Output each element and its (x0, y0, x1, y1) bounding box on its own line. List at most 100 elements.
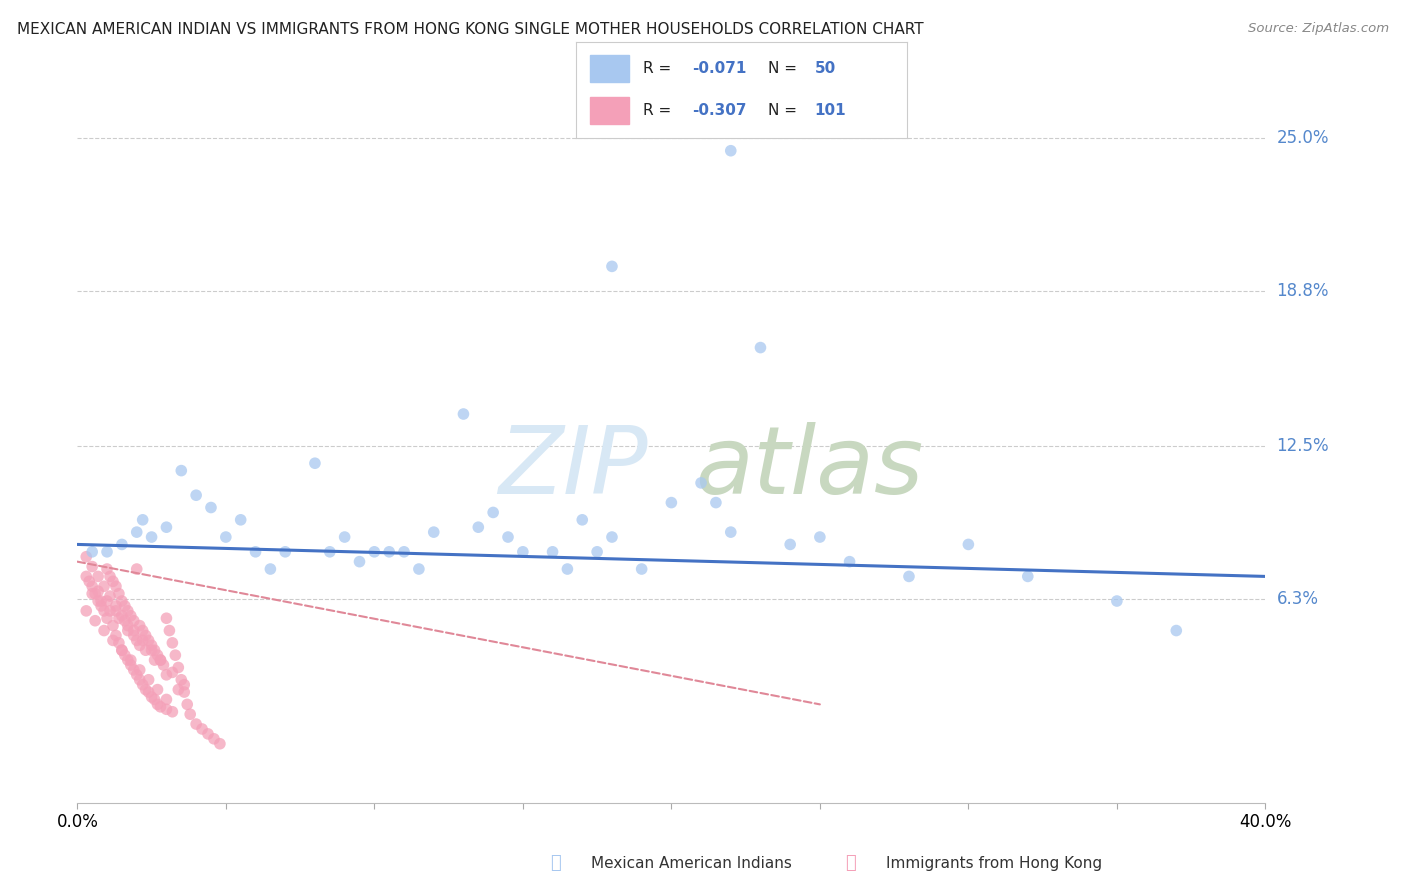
Point (87, 594, 110, 608)
Point (104, 599, 127, 613)
Point (131, 678, 153, 692)
Point (173, 685, 195, 699)
Point (128, 663, 150, 677)
Point (117, 618, 139, 632)
FancyBboxPatch shape (589, 97, 630, 124)
Point (229, 513, 252, 527)
Point (141, 530, 163, 544)
Point (149, 653, 172, 667)
Point (120, 658, 142, 673)
Point (114, 599, 136, 613)
Point (101, 618, 124, 632)
Point (349, 555, 371, 569)
Point (93, 579, 115, 593)
Point (274, 545, 297, 559)
Point (131, 633, 153, 648)
Point (128, 618, 150, 632)
Point (191, 722, 214, 736)
Point (108, 611, 131, 625)
Point (157, 624, 180, 638)
Point (170, 464, 193, 478)
Text: 18.8%: 18.8% (1277, 282, 1329, 300)
Point (143, 643, 166, 657)
Point (149, 653, 172, 667)
Text: Mexican American Indians: Mexican American Indians (591, 856, 792, 871)
Point (135, 682, 157, 697)
Point (155, 668, 177, 682)
Text: ⬜: ⬜ (845, 855, 856, 872)
Point (82, 559, 104, 574)
Point (111, 594, 134, 608)
Point (96, 594, 118, 608)
Point (720, 144, 742, 158)
Text: -0.071: -0.071 (692, 62, 747, 77)
Text: -0.307: -0.307 (692, 103, 747, 118)
Point (167, 682, 190, 697)
Point (104, 628, 127, 642)
Point (173, 678, 195, 692)
Point (138, 685, 160, 699)
Point (141, 643, 163, 657)
Point (120, 653, 142, 667)
Point (146, 648, 169, 662)
Point (661, 495, 683, 509)
Text: 50: 50 (814, 62, 835, 77)
Point (1017, 569, 1039, 583)
Point (141, 690, 163, 704)
Text: N =: N = (768, 62, 801, 77)
Point (333, 530, 356, 544)
Point (111, 643, 134, 657)
Text: 25.0%: 25.0% (1277, 129, 1329, 147)
Point (586, 545, 609, 559)
Point (898, 569, 921, 583)
Point (138, 673, 160, 687)
Point (82, 579, 104, 593)
Text: 101: 101 (814, 103, 846, 118)
Point (408, 562, 430, 576)
Point (179, 707, 201, 722)
Point (120, 608, 142, 623)
Point (96, 545, 118, 559)
Point (128, 673, 150, 687)
Point (104, 579, 127, 593)
Text: R =: R = (643, 103, 676, 118)
Point (122, 663, 145, 677)
Point (122, 624, 145, 638)
Point (453, 407, 475, 421)
Point (84, 614, 107, 628)
Point (146, 682, 169, 697)
Point (838, 555, 860, 569)
Point (87, 584, 110, 599)
Point (122, 628, 145, 642)
Point (422, 525, 444, 540)
Point (162, 665, 184, 680)
Point (197, 727, 219, 741)
Point (200, 500, 222, 515)
Point (143, 653, 166, 667)
Point (690, 475, 713, 490)
Point (98, 569, 121, 583)
Text: R =: R = (643, 62, 676, 77)
Point (98, 589, 121, 603)
Point (96, 562, 118, 576)
Point (630, 562, 652, 576)
Point (957, 537, 980, 551)
FancyBboxPatch shape (589, 55, 630, 82)
Point (104, 604, 127, 618)
Point (128, 638, 150, 652)
Point (101, 633, 124, 648)
Point (557, 562, 579, 576)
Point (117, 624, 139, 638)
Text: MEXICAN AMERICAN INDIAN VS IMMIGRANTS FROM HONG KONG SINGLE MOTHER HOUSEHOLDS CO: MEXICAN AMERICAN INDIAN VS IMMIGRANTS FR… (17, 22, 924, 37)
Point (90, 599, 112, 613)
Point (141, 638, 163, 652)
Point (138, 633, 160, 648)
Point (162, 705, 184, 719)
Text: 12.5%: 12.5% (1277, 437, 1329, 455)
Point (167, 660, 190, 674)
Point (75, 604, 97, 618)
Point (135, 628, 157, 642)
Point (319, 545, 342, 559)
Point (131, 624, 153, 638)
Point (90, 594, 112, 608)
